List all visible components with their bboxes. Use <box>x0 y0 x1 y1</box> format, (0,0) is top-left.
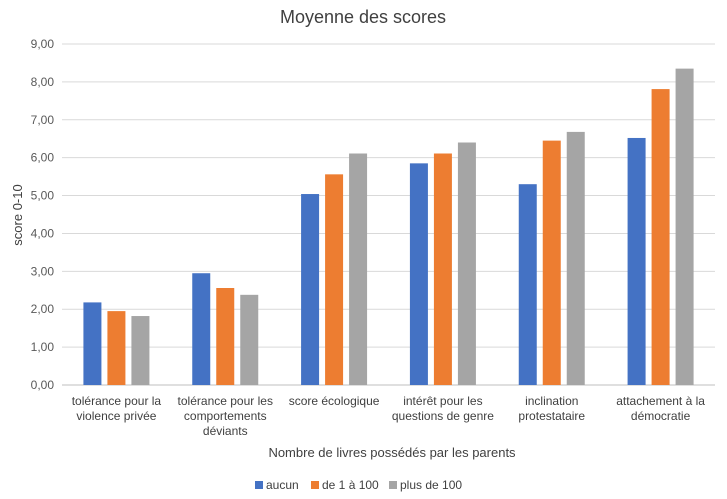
bar <box>409 163 428 385</box>
x-axis-categories: tolérance pour la violence privée toléranc… <box>72 394 706 438</box>
bar <box>627 137 646 385</box>
y-tick-label: 7,00 <box>31 113 55 127</box>
bar <box>518 184 537 385</box>
bar <box>651 89 670 386</box>
y-tick-label: 1,00 <box>31 340 55 354</box>
x-category-label: tolérance pour la violence privée <box>72 394 162 423</box>
legend-swatch <box>255 481 263 489</box>
bar <box>349 153 368 385</box>
legend: aucun de 1 à 100 plus de 100 <box>255 478 462 492</box>
bar <box>107 311 126 385</box>
bar <box>542 140 561 385</box>
y-tick-label: 8,00 <box>31 75 55 89</box>
y-tick-label: 3,00 <box>31 264 55 278</box>
bar <box>240 294 259 385</box>
gridlines <box>62 43 715 386</box>
y-tick-label: 5,00 <box>31 189 55 203</box>
bar <box>325 174 344 385</box>
bar <box>301 194 320 385</box>
bars <box>83 68 694 386</box>
legend-swatch <box>389 481 397 489</box>
x-category-label: score écologique <box>289 394 380 408</box>
x-category-label: tolérance pour les comportements déviants <box>178 394 273 438</box>
bar <box>566 131 585 385</box>
y-tick-label: 6,00 <box>31 151 55 165</box>
legend-label: de 1 à 100 <box>322 478 379 492</box>
y-tick-label: 2,00 <box>31 302 55 316</box>
y-axis-ticks: 0,00 1,00 2,00 3,00 4,00 5,00 6,00 7,00 8,00 9,00 <box>31 37 55 392</box>
y-tick-label: 4,00 <box>31 226 55 240</box>
y-axis-title: score 0-10 <box>10 184 25 245</box>
legend-label: plus de 100 <box>400 478 462 492</box>
x-axis-title: Nombre de livres possédés par les parent… <box>268 445 516 460</box>
x-category-label: intérêt pour les questions de genre <box>392 394 494 423</box>
bar <box>192 273 211 385</box>
y-tick-label: 0,00 <box>31 378 55 392</box>
legend-label: aucun <box>266 478 299 492</box>
bar <box>675 68 694 385</box>
bar <box>216 288 235 385</box>
bar <box>131 316 150 385</box>
bar <box>433 153 452 385</box>
chart-title: Moyenne des scores <box>280 7 446 27</box>
x-category-label: attachement à la démocratie <box>616 394 705 423</box>
bar <box>83 302 102 385</box>
bar <box>457 142 476 385</box>
legend-swatch <box>311 481 319 489</box>
x-category-label: inclination protestataire <box>518 394 585 423</box>
y-tick-label: 9,00 <box>31 37 55 51</box>
